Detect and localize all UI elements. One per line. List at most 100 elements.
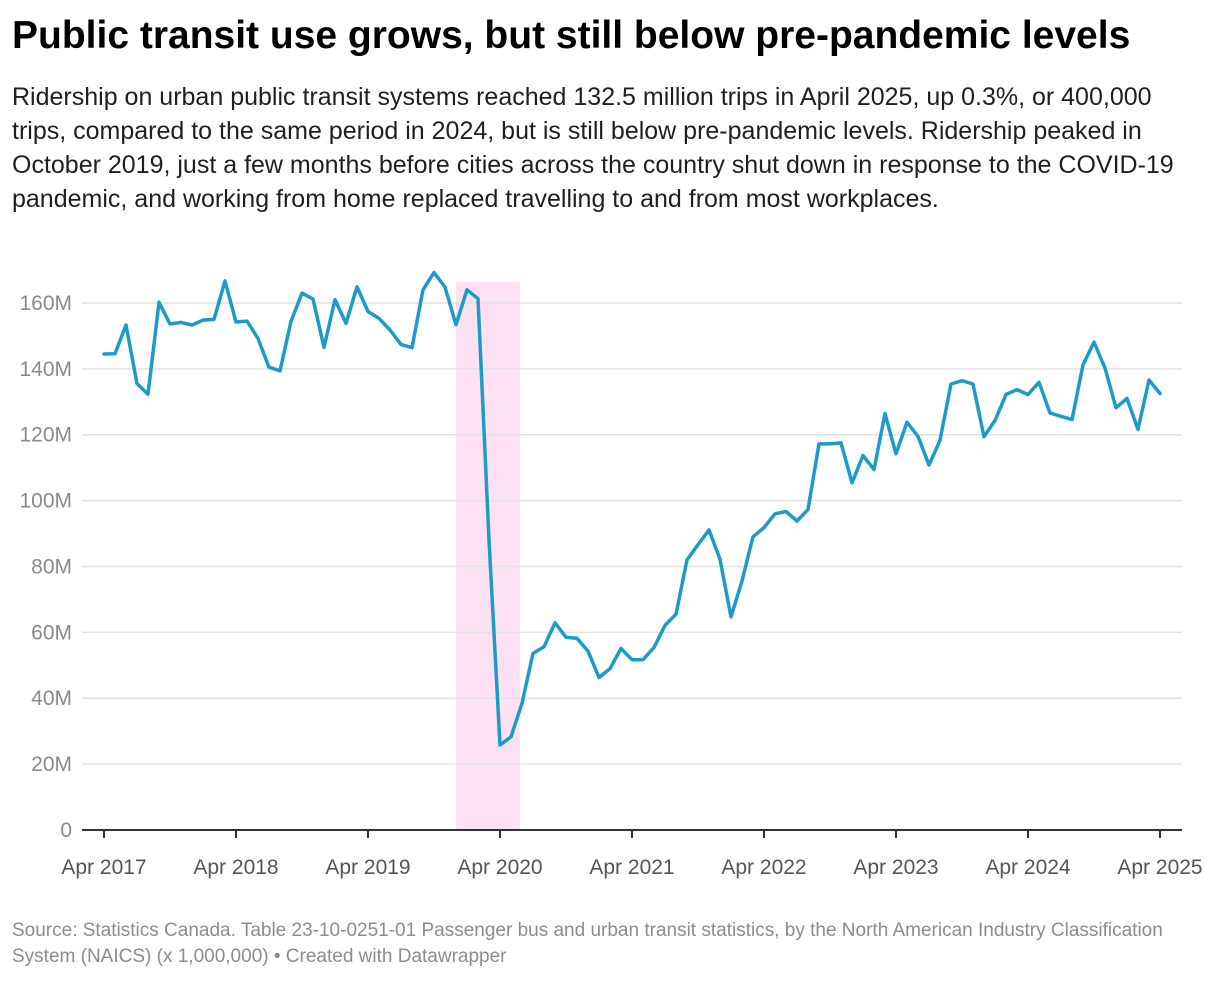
- data-point: [300, 291, 304, 295]
- data-point: [113, 352, 117, 356]
- highlight-band-covid: [456, 282, 520, 830]
- data-point: [751, 535, 755, 539]
- data-point: [102, 352, 106, 356]
- data-point: [663, 623, 667, 627]
- y-tick-label: 20M: [31, 753, 72, 776]
- data-point: [872, 468, 876, 472]
- data-point: [1048, 411, 1052, 415]
- series-layer: [102, 270, 1162, 747]
- data-point: [1070, 418, 1074, 422]
- data-point: [157, 300, 161, 304]
- data-point: [322, 345, 326, 349]
- y-tick-label: 60M: [31, 621, 72, 644]
- data-point: [608, 667, 612, 671]
- data-point: [487, 538, 491, 542]
- data-point: [245, 319, 249, 323]
- data-point: [1092, 340, 1096, 344]
- tick-labels: 0 20M 40M 60M 80M 100M 120M 140M 160M Apr 2017 Apr…: [19, 292, 1202, 879]
- data-point: [883, 412, 887, 416]
- data-point: [1015, 388, 1019, 392]
- data-point: [729, 615, 733, 619]
- data-point: [531, 651, 535, 655]
- data-point: [982, 435, 986, 439]
- data-point: [960, 379, 964, 383]
- data-point: [817, 442, 821, 446]
- data-point: [674, 612, 678, 616]
- data-point: [1114, 406, 1118, 410]
- data-point: [575, 636, 579, 640]
- gridlines: [82, 302, 1182, 765]
- data-point: [971, 382, 975, 386]
- highlight-band-layer: [456, 282, 520, 830]
- data-point: [443, 285, 447, 289]
- data-point: [1103, 366, 1107, 370]
- data-point: [267, 365, 271, 369]
- x-tick-label: Apr 2023: [853, 856, 938, 879]
- y-tick-label: 120M: [19, 424, 72, 447]
- data-point: [234, 320, 238, 324]
- data-point: [135, 382, 139, 386]
- data-point: [223, 279, 227, 283]
- data-point: [1026, 393, 1030, 397]
- data-point: [839, 441, 843, 445]
- data-point: [388, 328, 392, 332]
- data-point: [641, 658, 645, 662]
- data-point: [542, 645, 546, 649]
- data-point: [905, 420, 909, 424]
- x-tick-label: Apr 2020: [457, 856, 542, 879]
- data-point: [476, 297, 480, 301]
- data-point: [1147, 378, 1151, 382]
- x-tick-label: Apr 2024: [985, 856, 1071, 879]
- data-point: [454, 323, 458, 327]
- data-point: [949, 382, 953, 386]
- data-point: [586, 649, 590, 653]
- data-point: [498, 743, 502, 747]
- data-point: [168, 322, 172, 326]
- data-point: [1004, 393, 1008, 397]
- data-point: [432, 271, 436, 275]
- data-point: [366, 310, 370, 314]
- data-point: [597, 676, 601, 680]
- data-point: [256, 337, 260, 341]
- data-point: [619, 647, 623, 651]
- data-point: [465, 288, 469, 292]
- data-point: [399, 342, 403, 346]
- data-point: [421, 288, 425, 292]
- data-point: [740, 579, 744, 583]
- x-axis: [82, 829, 1182, 838]
- data-point: [718, 557, 722, 561]
- data-point: [212, 317, 216, 321]
- data-point: [564, 635, 568, 639]
- data-point: [861, 454, 865, 458]
- data-point: [355, 285, 359, 289]
- data-point: [509, 735, 513, 739]
- y-tick-label: 140M: [19, 358, 72, 381]
- data-point: [938, 438, 942, 442]
- data-point: [1158, 392, 1162, 396]
- x-tick-label: Apr 2021: [589, 856, 674, 879]
- data-point: [333, 298, 337, 302]
- series-line-ridership: [102, 270, 1162, 747]
- data-point: [795, 519, 799, 523]
- data-point: [927, 463, 931, 467]
- data-point: [289, 319, 293, 323]
- x-tick-label: Apr 2022: [721, 856, 806, 879]
- data-point: [377, 316, 381, 320]
- x-tick-label: Apr 2025: [1117, 856, 1202, 879]
- data-point: [1125, 397, 1129, 401]
- data-point: [146, 392, 150, 396]
- data-point: [773, 512, 777, 516]
- x-tick-label: Apr 2018: [193, 856, 278, 879]
- data-point: [311, 297, 315, 301]
- data-point: [894, 452, 898, 456]
- data-point: [1059, 414, 1063, 418]
- chart-subtitle: Ridership on urban public transit system…: [12, 83, 1174, 213]
- data-point: [553, 621, 557, 625]
- data-point: [828, 442, 832, 446]
- data-point: [410, 346, 414, 350]
- y-tick-label: 100M: [19, 490, 72, 513]
- data-point: [1136, 427, 1140, 431]
- data-point: [520, 701, 524, 705]
- data-point: [696, 543, 700, 547]
- data-point: [190, 323, 194, 327]
